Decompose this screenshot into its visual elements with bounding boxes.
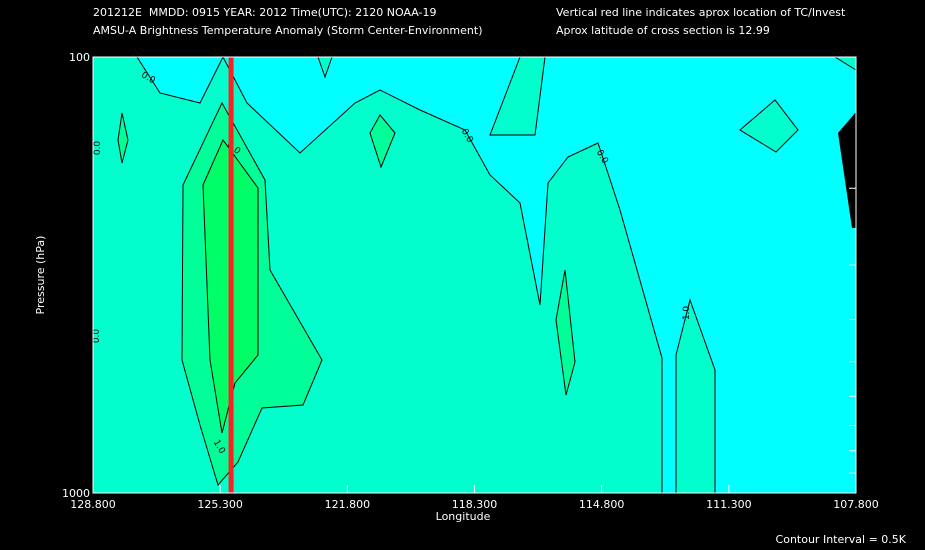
header-line1-right: Vertical red line indicates aprox locati…	[556, 6, 846, 19]
anomaly-region-0.5-c	[369, 114, 396, 169]
header-line2-left: AMSU-A Brightness Temperature Anomaly (S…	[93, 24, 483, 37]
x-tick-label: 111.300	[706, 498, 752, 511]
x-tick-label: 125.300	[197, 498, 243, 511]
y-axis-label: Pressure (hPa)	[34, 236, 47, 315]
x-axis: 128.800 125.300 121.800 118.300 114.800 111.3…	[70, 485, 879, 511]
y-tick-label: 1000	[62, 487, 90, 500]
contour-label: 0.0	[93, 141, 103, 156]
x-tick-label: 114.800	[579, 498, 625, 511]
anomaly-region-0.5-b	[117, 112, 129, 164]
contour-label: 1.0	[682, 306, 692, 321]
header-line2-right: Aprox latitude of cross section is 12.99	[556, 24, 770, 37]
x-axis-label: Longitude	[436, 510, 491, 523]
x-tick-label: 121.800	[325, 498, 371, 511]
x-tick-label: 107.800	[833, 498, 879, 511]
x-tick-label: 118.300	[452, 498, 498, 511]
x-tick-label: 128.800	[70, 498, 116, 511]
no-data-region	[838, 112, 856, 228]
contour-label: 0.0	[92, 329, 102, 344]
anomaly-region-0.5-d	[555, 269, 576, 396]
contour-interval-label: Contour Interval = 0.5K	[776, 533, 907, 546]
header-line1-left: 201212E MMDD: 0915 YEAR: 2012 Time(UTC):…	[93, 6, 437, 19]
anomaly-region-0.0-d	[739, 99, 799, 153]
y-tick-label: 100	[69, 51, 90, 64]
y-axis: 100 1000	[62, 51, 856, 500]
